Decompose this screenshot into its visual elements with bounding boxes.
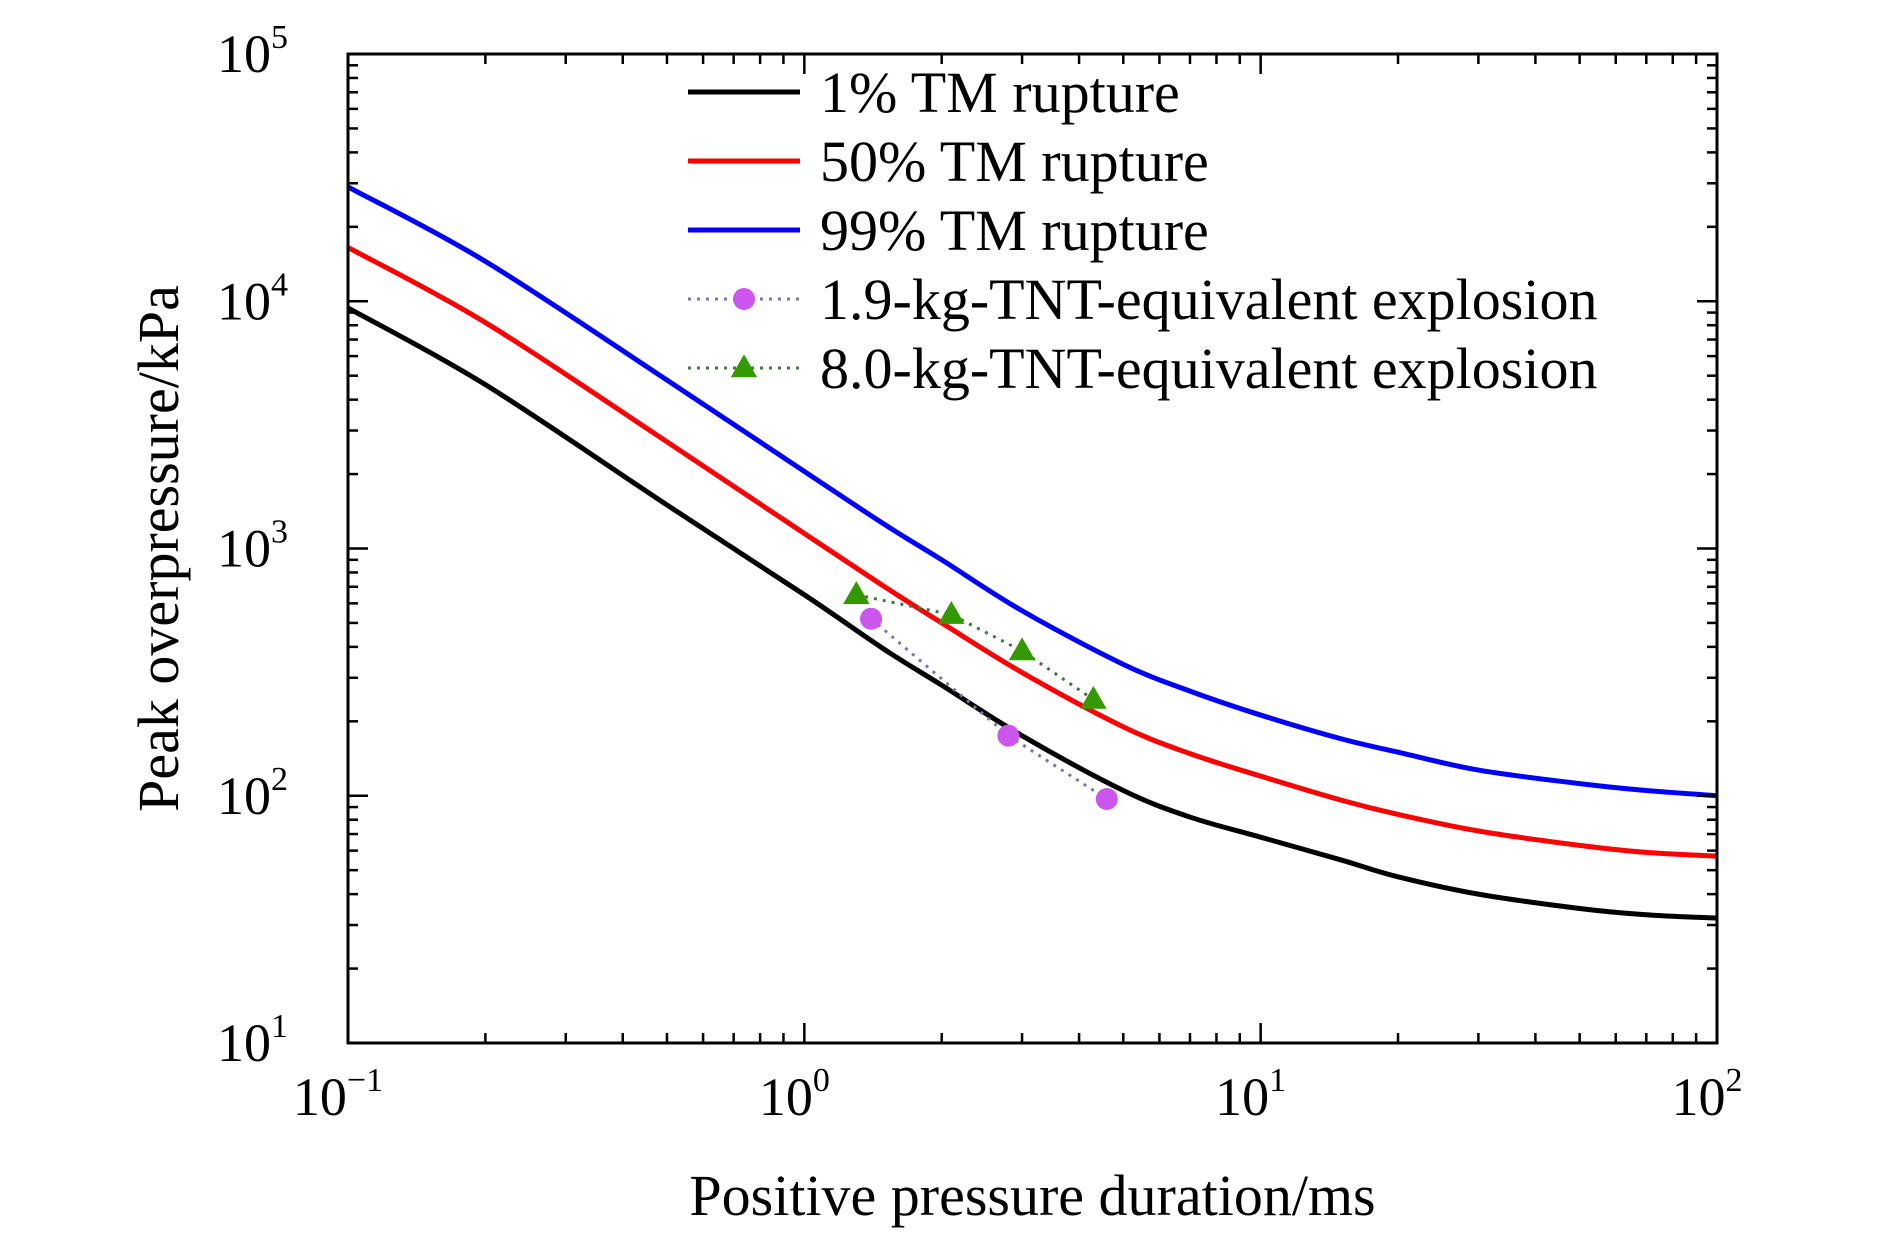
series-line — [346, 305, 1718, 921]
legend-label: 1.9-kg-TNT-equivalent explosion — [820, 267, 1597, 332]
data-point-circle — [997, 724, 1020, 747]
data-point-triangle — [938, 601, 965, 624]
tick-labels: 10−1 100 101 102 101 102 103 104 105 — [217, 19, 1743, 1127]
y-tick-label: 104 — [217, 266, 288, 331]
x-axis-title: Positive pressure duration/ms — [689, 1163, 1375, 1228]
legend-item: 8.0-kg-TNT-equivalent explosion — [688, 336, 1597, 401]
y-tick-label: 101 — [217, 1008, 288, 1073]
series-99-tm-rupture — [346, 184, 1718, 799]
data-point-triangle — [1008, 637, 1036, 661]
legend-item: 1.9-kg-TNT-equivalent explosion — [688, 267, 1597, 332]
legend-item: 50% TM rupture — [688, 129, 1209, 194]
data-point-triangle — [843, 581, 870, 604]
data-point-circle — [1095, 788, 1118, 811]
data-point-triangle — [1080, 685, 1107, 709]
y-tick-label: 105 — [217, 19, 288, 84]
x-tick-label: 100 — [759, 1062, 830, 1127]
series-line — [346, 184, 1718, 799]
legend-label: 50% TM rupture — [820, 129, 1209, 194]
series-50-tm-rupture — [346, 245, 1718, 859]
legend-item: 99% TM rupture — [688, 198, 1209, 263]
series-line — [346, 245, 1718, 859]
data-point-circle — [733, 288, 755, 310]
x-tick-label: 10−1 — [293, 1062, 383, 1127]
legend-item: 1% TM rupture — [688, 60, 1180, 125]
series-line — [870, 617, 1108, 801]
legend-label: 8.0-kg-TNT-equivalent explosion — [820, 336, 1597, 401]
plot-frame — [346, 52, 1719, 1045]
legend-label: 1% TM rupture — [820, 60, 1180, 125]
y-tick-label: 102 — [217, 761, 288, 826]
series-8-0-kg-tnt-equivalent-explosion — [843, 581, 1107, 709]
series-1-9-kg-tnt-equivalent-explosion — [860, 607, 1118, 811]
data-point-circle — [860, 607, 883, 630]
data-point-triangle — [730, 354, 758, 378]
legend-label: 99% TM rupture — [820, 198, 1209, 263]
x-tick-label: 101 — [1215, 1062, 1286, 1127]
y-axis-title: Peak overpressure/kPa — [126, 285, 191, 812]
series-line — [856, 593, 1095, 701]
series-1-tm-rupture — [346, 305, 1718, 921]
x-tick-label: 102 — [1672, 1062, 1743, 1127]
series-lines — [346, 184, 1718, 921]
y-tick-label: 103 — [217, 514, 288, 579]
